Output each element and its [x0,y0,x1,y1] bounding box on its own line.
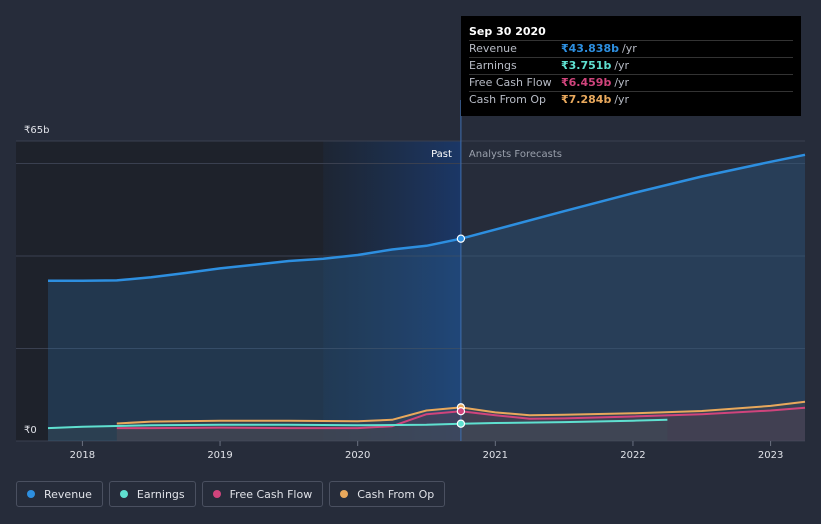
revenue-area [48,154,805,442]
x-tick-label: 2022 [620,450,645,461]
x-tick-label: 2021 [483,450,508,461]
legend-item-free-cash-flow[interactable]: Free Cash Flow [201,481,324,507]
tooltip-row-cash-from-op: Cash From Op ₹7.284b /yr [469,91,793,108]
tooltip: Sep 30 2020 Revenue ₹43.838b /yr Earning… [461,16,801,116]
legend: Revenue Earnings Free Cash Flow Cash Fro… [16,481,446,507]
tooltip-unit: /yr [621,42,637,55]
tooltip-label: Earnings [469,59,517,72]
tooltip-date: Sep 30 2020 [469,25,546,38]
earnings-line [47,418,668,430]
past-highlight-region [323,141,461,441]
legend-label: Revenue [44,487,92,501]
legend-item-cash-from-op[interactable]: Cash From Op [329,481,446,507]
legend-label: Free Cash Flow [229,487,313,501]
earnings-marker [456,419,466,428]
tooltip-label: Free Cash Flow [469,76,552,89]
tooltip-row-revenue: Revenue ₹43.838b /yr [469,40,793,57]
legend-dot-icon [212,490,221,498]
y-axis-top-label: ₹65b [24,125,49,136]
tooltip-value: ₹43.838b [561,42,619,55]
forecast-label: Analysts Forecasts [469,149,562,160]
revenue-marker [456,234,466,243]
tooltip-label: Cash From Op [469,93,547,106]
revenue-line [48,153,806,283]
legend-dot-icon [340,490,349,498]
legend-dot-icon [119,490,128,498]
past-label: Past [431,149,452,160]
legend-item-earnings[interactable]: Earnings [108,481,196,507]
x-tick-label: 2020 [345,450,370,461]
y-axis-bottom-label: ₹0 [24,425,37,436]
tooltip-unit: /yr [614,93,630,106]
x-tick-label: 2018 [70,450,95,461]
x-axis-ticks: 2018 2019 2020 2021 2022 2023 [70,441,783,461]
legend-item-revenue[interactable]: Revenue [16,481,103,507]
gridlines [16,140,805,442]
marker-group [456,234,466,428]
tooltip-value: ₹7.284b [561,93,612,106]
legend-label: Earnings [136,487,185,501]
tooltip-value: ₹6.459b [561,76,612,89]
tooltip-row-free-cash-flow: Free Cash Flow ₹6.459b /yr [469,74,793,91]
tooltip-value: ₹3.751b [561,59,612,72]
tooltip-label: Revenue [469,42,517,55]
legend-dot-icon [27,490,35,498]
x-tick-label: 2023 [758,450,783,461]
tooltip-unit: /yr [614,76,630,89]
legend-label: Cash From Op [357,487,435,501]
x-tick-label: 2019 [207,450,232,461]
tooltip-row-earnings: Earnings ₹3.751b /yr [469,57,793,74]
tooltip-unit: /yr [614,59,630,72]
free-cash-flow-marker [456,406,466,416]
